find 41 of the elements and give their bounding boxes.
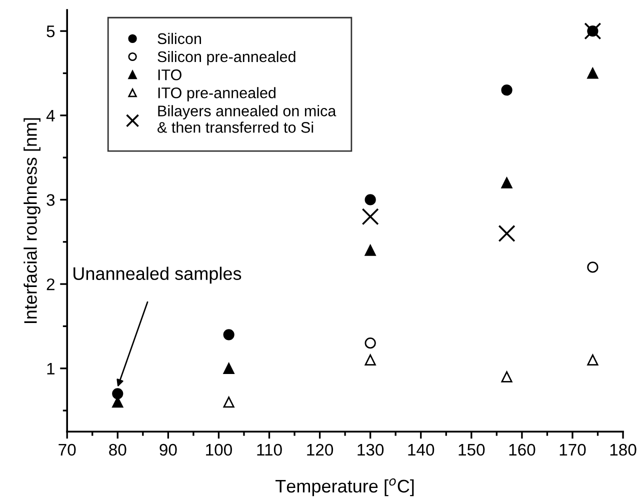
legend-label: ITO <box>158 69 182 80</box>
x-tick-label: 130 <box>358 444 384 456</box>
point <box>364 338 376 349</box>
x-tick-label: 170 <box>560 444 586 456</box>
x-tick-label: 80 <box>109 444 126 456</box>
x-tick-label: 150 <box>458 444 485 456</box>
legend-label: Silicon <box>158 32 201 44</box>
x-tick-label: 140 <box>408 444 434 456</box>
point <box>501 177 512 188</box>
x-tick-label: 110 <box>257 444 282 456</box>
y-tick-label: 5 <box>46 26 55 38</box>
y-tick-label: 1 <box>47 362 54 374</box>
y-tick-label: 4 <box>46 110 55 122</box>
point <box>112 388 124 400</box>
x-tick-label: 90 <box>160 444 177 456</box>
point <box>587 354 598 366</box>
x-tick-label: 70 <box>58 444 76 456</box>
point <box>223 329 234 340</box>
y-axis-title: Interfacial roughness [nm] <box>24 118 40 324</box>
y-tick-label: 2 <box>46 278 54 290</box>
y-tick-label: 3 <box>46 194 55 206</box>
point <box>587 262 598 273</box>
legend-label: Silicon pre-annealed <box>158 50 296 66</box>
x-axis-title: Temperature [$^{o}$C] <box>276 478 414 496</box>
point <box>364 194 376 206</box>
x-tick-label: 160 <box>509 444 536 456</box>
x-tick-label: 100 <box>206 444 232 456</box>
x-tick-label: 120 <box>307 444 334 456</box>
annotation: Unannealed samples <box>74 266 242 284</box>
point <box>587 68 598 79</box>
point <box>501 371 512 382</box>
point <box>223 396 234 408</box>
point <box>364 244 376 256</box>
point <box>362 208 379 226</box>
legend-label: Bilayers annealed on mica & then transferred to Si <box>158 105 336 133</box>
point <box>498 224 516 242</box>
point <box>223 362 234 374</box>
legend-label: ITO pre-annealed <box>158 87 276 102</box>
point <box>501 84 512 96</box>
x-tick-label: 180 <box>610 444 636 456</box>
point <box>364 354 376 366</box>
